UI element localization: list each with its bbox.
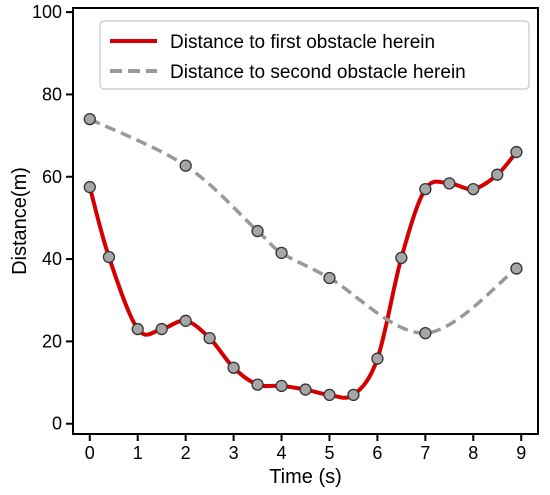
markers-layer bbox=[83, 112, 523, 402]
y-axis-label: Distance(m) bbox=[9, 167, 31, 275]
legend-label-second-obstacle: Distance to second obstacle herein bbox=[170, 62, 466, 83]
data-point-second-obstacle-3 bbox=[275, 246, 288, 260]
data-point-second-obstacle-6 bbox=[510, 262, 523, 275]
axis-ticks: 0 1 2 3 4 5 6 7 8 9 0 20 40 60 80 100 bbox=[32, 2, 526, 463]
x-tick-label-8: 8 bbox=[468, 443, 478, 463]
legend: Distance to first obstacle herein Distan… bbox=[99, 20, 530, 90]
data-point-second-obstacle-4 bbox=[323, 271, 336, 285]
data-point-first-obstacle-8 bbox=[275, 379, 288, 392]
data-point-first-obstacle-0 bbox=[83, 180, 96, 194]
data-point-first-obstacle-16 bbox=[467, 182, 480, 196]
legend-label-first-obstacle: Distance to first obstacle herein bbox=[170, 32, 435, 53]
legend-box bbox=[99, 20, 530, 90]
x-tick-label-7: 7 bbox=[420, 443, 430, 463]
series-line-second-obstacle bbox=[89, 117, 518, 335]
data-point-first-obstacle-4 bbox=[179, 314, 192, 327]
y-tick-label-2: 40 bbox=[42, 249, 62, 269]
x-tick-label-9: 9 bbox=[516, 443, 526, 463]
data-point-first-obstacle-9 bbox=[299, 383, 312, 396]
data-point-second-obstacle-0 bbox=[83, 112, 96, 126]
x-tick-label-2: 2 bbox=[181, 443, 191, 463]
data-point-first-obstacle-2 bbox=[131, 322, 144, 336]
y-tick-label-1: 20 bbox=[42, 331, 62, 351]
x-tick-label-6: 6 bbox=[372, 443, 382, 463]
series-layer bbox=[87, 117, 519, 400]
data-point-second-obstacle-5 bbox=[419, 327, 432, 340]
x-tick-label-5: 5 bbox=[324, 443, 334, 463]
data-point-second-obstacle-1 bbox=[179, 159, 192, 172]
y-tick-label-4: 80 bbox=[42, 84, 62, 104]
x-axis-label: Time (s) bbox=[269, 466, 342, 488]
data-point-first-obstacle-11 bbox=[347, 388, 360, 402]
data-point-first-obstacle-5 bbox=[203, 331, 216, 345]
data-point-first-obstacle-14 bbox=[419, 182, 432, 196]
data-point-first-obstacle-12 bbox=[371, 352, 384, 365]
y-tick-label-0: 0 bbox=[52, 414, 62, 434]
plot-area-frame bbox=[72, 7, 539, 435]
data-point-first-obstacle-18 bbox=[510, 145, 523, 159]
data-point-first-obstacle-15 bbox=[443, 177, 456, 190]
x-tick-label-1: 1 bbox=[133, 443, 143, 463]
y-tick-label-3: 60 bbox=[42, 167, 62, 187]
data-point-first-obstacle-3 bbox=[155, 322, 168, 336]
data-point-first-obstacle-1 bbox=[102, 250, 116, 264]
x-tick-label-0: 0 bbox=[85, 443, 95, 463]
data-point-first-obstacle-6 bbox=[227, 361, 240, 374]
x-tick-label-3: 3 bbox=[229, 443, 239, 463]
data-point-second-obstacle-2 bbox=[251, 224, 264, 238]
y-tick-label-5: 100 bbox=[32, 2, 62, 22]
data-point-first-obstacle-13 bbox=[395, 251, 408, 264]
data-point-first-obstacle-7 bbox=[251, 378, 264, 391]
series-line-first-obstacle bbox=[87, 150, 519, 400]
data-point-first-obstacle-10 bbox=[323, 388, 336, 402]
data-point-first-obstacle-17 bbox=[491, 168, 504, 181]
x-tick-label-4: 4 bbox=[277, 443, 287, 463]
